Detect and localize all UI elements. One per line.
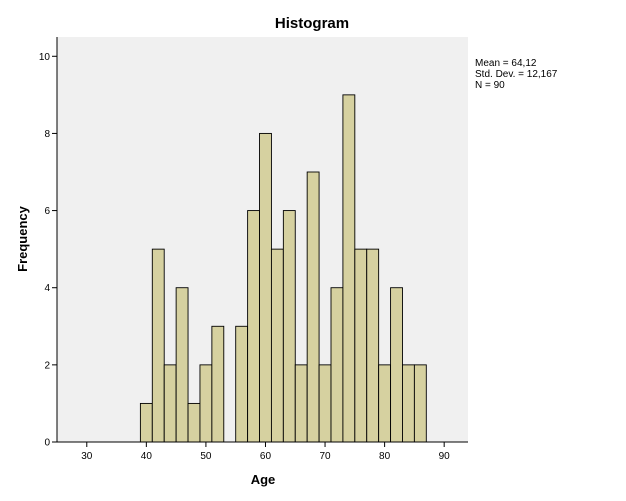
y-axis-ticks: 0 2 4 6 8 10 [39,52,57,449]
x-tick-label-30: 30 [81,451,93,462]
histogram-bar-39-41 [139,402,153,443]
x-tick-label-40: 40 [141,451,153,462]
histogram-bar-47-49 [187,402,201,443]
y-tick-label-2: 2 [44,360,50,371]
histogram-bar-45-47 [175,287,189,443]
histogram-bar-41-43 [151,248,165,443]
x-tick-label-90: 90 [439,451,451,462]
n-label: N = 90 [475,80,505,91]
y-tick-label-4: 4 [44,283,50,294]
histogram-bar-85-87 [413,364,427,443]
chart-title: Histogram [275,15,349,32]
x-tick-label-50: 50 [200,451,212,462]
histogram-bar-59-61 [259,132,272,443]
histogram-bar-55-57 [235,325,249,443]
histogram-bar-61-63 [270,248,284,443]
x-axis-ticks: 30 40 50 60 70 80 90 [81,442,450,462]
histogram-bar-43-45 [163,364,177,443]
histogram-bar-71-73 [330,287,344,443]
y-tick-label-8: 8 [44,129,50,140]
histogram-bar-79-81 [378,364,392,443]
histogram-bar-67-69 [306,171,320,443]
histogram-bar-49-51 [199,364,213,443]
histogram-bar-75-77 [354,248,368,443]
mean-label: Mean = 64,12 [475,58,537,69]
y-axis-label: Frequency [15,205,30,272]
histogram-bar-63-65 [282,210,296,443]
histogram-bar-77-79 [366,248,380,443]
histogram-bar-65-67 [294,364,308,443]
y-tick-label-10: 10 [39,52,51,63]
x-tick-label-70: 70 [319,451,331,462]
y-tick-label-0: 0 [44,438,50,449]
x-tick-label-60: 60 [260,451,272,462]
histogram-bar-73-75 [342,94,356,443]
x-axis-label: Age [251,472,276,487]
histogram-bar-57-59 [247,210,260,443]
histogram-bar-51-53 [211,325,225,443]
x-tick-label-80: 80 [379,451,391,462]
y-tick-label-6: 6 [44,206,50,217]
histogram-bar-69-71 [318,364,332,443]
std-dev-label: Std. Dev. = 12,167 [475,69,558,80]
histogram-bar-81-83 [390,287,403,443]
histogram-bar-83-85 [402,364,415,443]
